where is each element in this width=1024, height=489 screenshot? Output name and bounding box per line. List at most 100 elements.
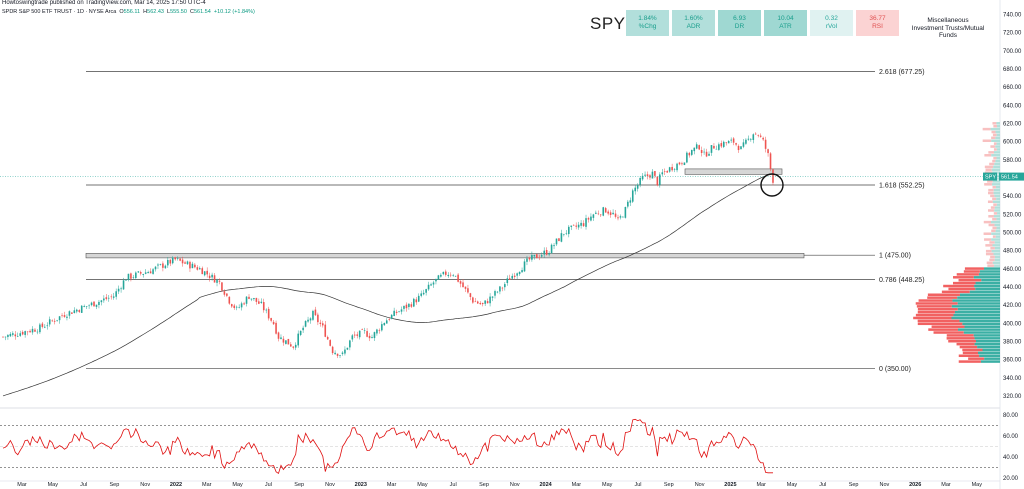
volume-profile-up	[991, 154, 1000, 157]
volume-profile-up	[992, 200, 1000, 204]
candle-body	[673, 169, 676, 170]
candle-body	[139, 272, 142, 274]
candle-body	[533, 254, 536, 257]
candle-body	[61, 315, 63, 316]
rsi-tick-label: 40.00	[1003, 455, 1019, 461]
price-tick-label: 500.00	[1003, 230, 1022, 236]
candle-body	[4, 336, 7, 338]
candle-body	[722, 141, 725, 147]
volume-profile-down	[993, 142, 997, 145]
candle-body	[580, 222, 582, 226]
price-tick-label: 480.00	[1003, 249, 1022, 255]
candle-body	[14, 334, 17, 337]
volume-profile-up	[995, 130, 1000, 134]
volume-profile-down	[984, 154, 992, 157]
volume-profile-up	[979, 270, 1000, 273]
volume-profile-up	[993, 165, 1000, 169]
volume-profile-up	[997, 124, 1000, 128]
time-tick-label: 2023	[355, 482, 367, 488]
candle-body	[703, 151, 705, 153]
volume-profile-down	[990, 206, 995, 209]
volume-profile-down	[988, 215, 994, 218]
candle-body	[476, 301, 479, 304]
candle-body	[663, 171, 666, 172]
volume-profile-up	[996, 142, 1000, 145]
candle-body	[243, 303, 245, 305]
volume-profile-down	[990, 194, 995, 198]
candle-body	[646, 174, 649, 177]
volume-profile-up	[959, 293, 1000, 296]
candle-body	[189, 261, 191, 269]
candle-body	[282, 338, 285, 343]
candle-body	[223, 291, 226, 295]
candle-body	[484, 300, 486, 304]
candle-body	[543, 250, 545, 255]
candle-body	[501, 287, 504, 289]
candle-body	[341, 352, 344, 354]
volume-profile-down	[946, 334, 974, 337]
candle-body	[457, 274, 459, 282]
candle-body	[516, 273, 518, 276]
candle-body	[122, 280, 125, 290]
volume-profile-up	[975, 281, 1000, 285]
candle-body	[199, 268, 201, 270]
candle-body	[358, 330, 361, 338]
volume-profile-down	[927, 296, 958, 299]
volume-profile-up	[963, 331, 1000, 334]
volume-profile-down	[993, 156, 997, 160]
candle-body	[496, 291, 499, 293]
candle-body	[634, 187, 637, 192]
volume-profile-up	[994, 241, 1000, 244]
candle-body	[595, 212, 597, 214]
time-tick-label: Nov	[880, 482, 890, 488]
last-price-value: 561.54	[1001, 175, 1018, 181]
candle-body	[270, 318, 272, 321]
price-tick-label: 660.00	[1003, 85, 1022, 91]
volume-profile-down	[987, 200, 993, 204]
candle-body	[511, 275, 514, 279]
volume-profile-down	[989, 258, 995, 262]
candle-body	[19, 333, 22, 336]
time-tick-label: Mar	[756, 482, 766, 488]
candle-body	[592, 214, 595, 218]
candle-body	[371, 337, 373, 339]
candle-body	[368, 335, 371, 339]
time-tick-label: Jul	[265, 482, 272, 488]
candle-body	[437, 275, 440, 280]
volume-profile-down	[962, 348, 983, 352]
candle-body	[585, 218, 587, 227]
candle-body	[730, 139, 732, 141]
candle-body	[361, 329, 363, 330]
candle-body	[176, 258, 179, 259]
candle-body	[494, 291, 496, 296]
volume-profile-up	[992, 261, 1000, 265]
volume-profile-down	[931, 325, 965, 328]
time-axis: Mar May Jul Sep Nov 2022 Mar May Jul Sep Nov 2023 Ma…	[17, 482, 982, 488]
volume-profile-up	[994, 223, 1000, 227]
time-tick-label: 2024	[539, 482, 552, 488]
time-tick-label: 2022	[170, 482, 182, 488]
candle-body	[329, 340, 331, 346]
candle-body	[683, 162, 686, 165]
candle-body	[228, 296, 231, 304]
volume-profile-down	[933, 331, 964, 334]
candle-body	[157, 264, 159, 266]
candle-body	[427, 284, 430, 290]
candle-body	[489, 296, 491, 304]
candle-body	[649, 175, 651, 178]
volume-profile-up	[991, 168, 1000, 172]
candle-body	[68, 311, 71, 316]
candle-body	[644, 174, 646, 176]
candle-body	[196, 267, 199, 270]
volume-profile-up	[994, 258, 1000, 262]
volume-profile-up	[978, 273, 1000, 276]
volume-profile-down	[913, 316, 952, 320]
candle-body	[481, 302, 484, 305]
candle-body	[255, 297, 258, 302]
volume-profile-up	[957, 302, 1000, 305]
candle-body	[474, 301, 477, 303]
volume-profile-up	[958, 328, 1000, 331]
candle-body	[235, 306, 238, 308]
volume-profile-up	[992, 244, 1000, 247]
candle-body	[248, 296, 250, 299]
